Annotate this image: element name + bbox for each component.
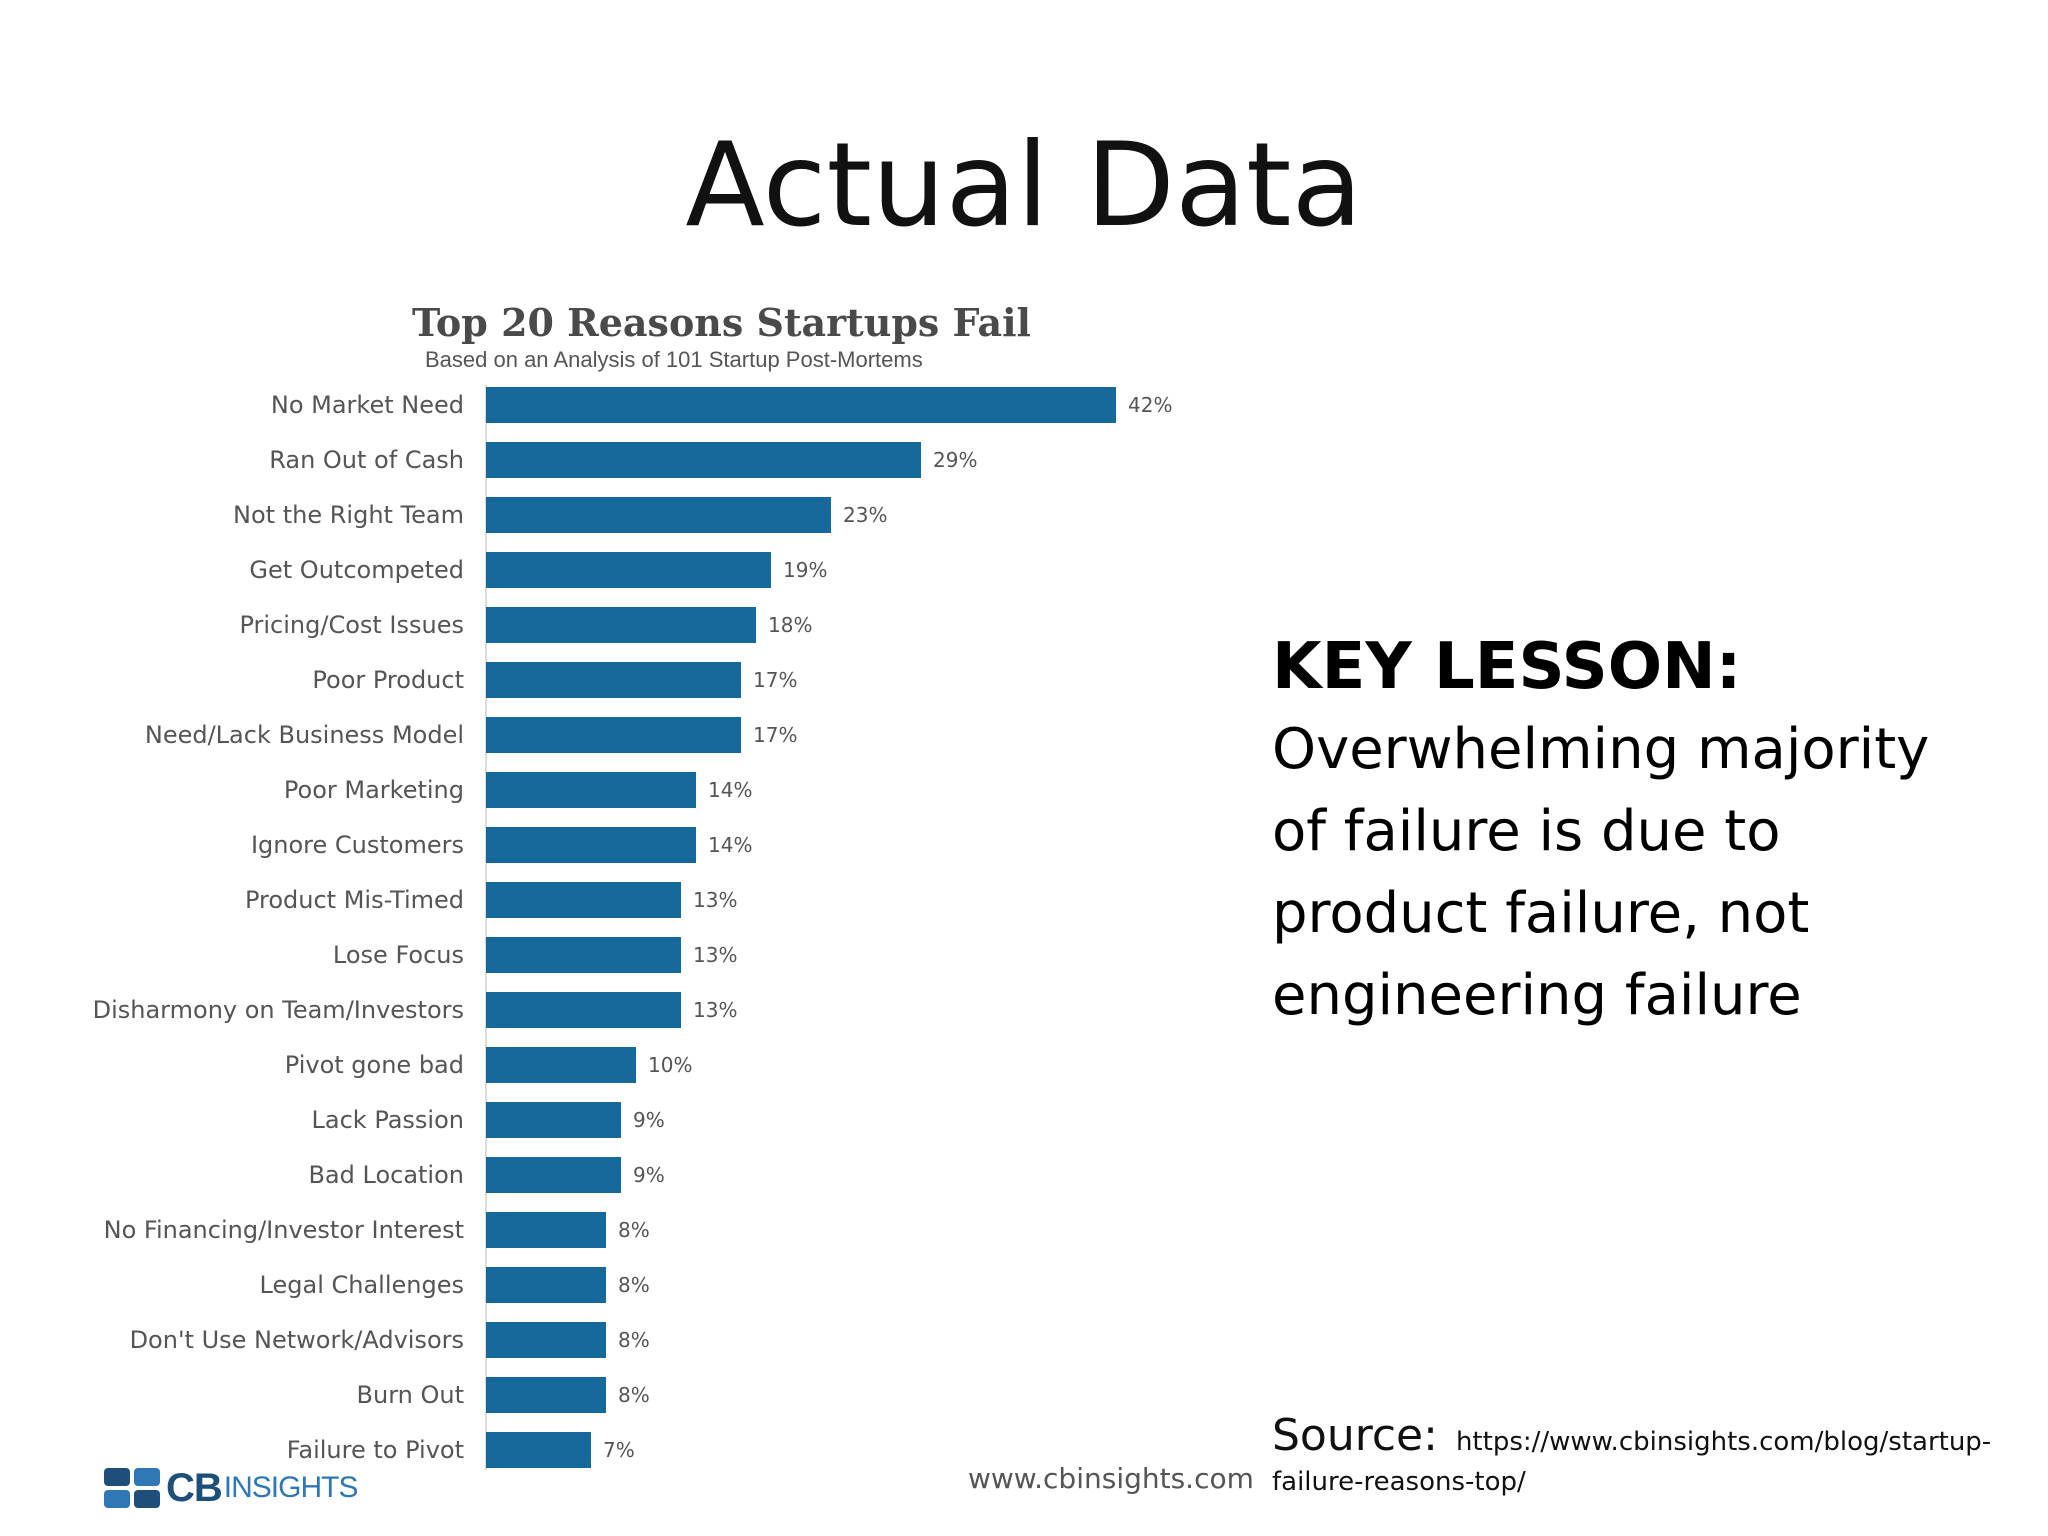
value-label: 13%: [693, 943, 737, 967]
slide-title: Actual Data: [685, 118, 1363, 253]
bar: [486, 772, 696, 808]
category-label: Disharmony on Team/Investors: [93, 996, 464, 1024]
value-label: 17%: [753, 668, 797, 692]
bar: [486, 992, 681, 1028]
key-lesson-body: Overwhelming majority of failure is due …: [1272, 717, 1930, 1028]
category-label: Need/Lack Business Model: [145, 721, 464, 749]
value-label: 19%: [783, 558, 827, 582]
cb-insights-logo: CB INSIGHTS: [104, 1464, 359, 1512]
bar: [486, 1212, 606, 1248]
value-label: 8%: [618, 1328, 650, 1352]
bar: [486, 937, 681, 973]
category-label: Product Mis-Timed: [245, 886, 464, 914]
value-label: 7%: [603, 1438, 635, 1462]
source-label: Source:: [1272, 1410, 1438, 1461]
website-url: www.cbinsights.com: [968, 1462, 1254, 1495]
category-label: Get Outcompeted: [249, 556, 464, 584]
bar: [486, 607, 756, 643]
category-label: Failure to Pivot: [287, 1436, 464, 1464]
bar: [486, 1047, 636, 1083]
chart-title: Top 20 Reasons Startups Fail: [412, 300, 1031, 345]
source-citation: Source: https://www.cbinsights.com/blog/s…: [1272, 1410, 2012, 1502]
value-label: 14%: [708, 833, 752, 857]
value-label: 18%: [768, 613, 812, 637]
logo-cb-text: CB: [166, 1465, 223, 1510]
value-label: 8%: [618, 1218, 650, 1242]
category-label: Lose Focus: [333, 941, 464, 969]
bar: [486, 497, 831, 533]
bar: [486, 1377, 606, 1413]
bar: [486, 387, 1116, 423]
chart-subtitle: Based on an Analysis of 101 Startup Post…: [425, 347, 923, 372]
value-label: 9%: [633, 1163, 665, 1187]
source-url: https://www.cbinsights.com/blog/startup-…: [1272, 1427, 1992, 1497]
bar: [486, 1432, 591, 1468]
category-label: No Financing/Investor Interest: [104, 1216, 464, 1244]
bar: [486, 882, 681, 918]
bar: [486, 552, 771, 588]
value-label: 9%: [633, 1108, 665, 1132]
bar: [486, 717, 741, 753]
category-label: Don't Use Network/Advisors: [130, 1326, 464, 1354]
category-label: Not the Right Team: [233, 501, 464, 529]
category-label: Poor Marketing: [284, 776, 464, 804]
category-label: Pricing/Cost Issues: [239, 611, 464, 639]
category-label: Legal Challenges: [260, 1271, 464, 1299]
cb-insights-logo-icon: [104, 1468, 160, 1508]
bar: [486, 827, 696, 863]
value-label: 8%: [618, 1383, 650, 1407]
value-label: 13%: [693, 998, 737, 1022]
category-label: Bad Location: [308, 1161, 464, 1189]
value-label: 14%: [708, 778, 752, 802]
bar: [486, 662, 741, 698]
value-label: 10%: [648, 1053, 692, 1077]
value-label: 8%: [618, 1273, 650, 1297]
category-label: Ignore Customers: [251, 831, 464, 859]
category-label: Burn Out: [357, 1381, 464, 1409]
value-label: 23%: [843, 503, 887, 527]
bar: [486, 1102, 621, 1138]
category-label: No Market Need: [271, 391, 464, 419]
category-label: Pivot gone bad: [285, 1051, 464, 1079]
key-lesson: KEY LESSON: Overwhelming majority of fai…: [1272, 625, 1992, 1037]
bars-group: No Market Need 42% Ran Out of Cash 29% Not t…: [93, 387, 1172, 1468]
value-label: 29%: [933, 448, 977, 472]
value-label: 42%: [1128, 393, 1172, 417]
bar: [486, 1157, 621, 1193]
category-label: Lack Passion: [312, 1106, 464, 1134]
category-label: Ran Out of Cash: [269, 446, 464, 474]
category-label: Poor Product: [312, 666, 464, 694]
bar-chart: No Market Need 42% Ran Out of Cash 29% Not t…: [93, 385, 1172, 1470]
logo-insights-text: INSIGHTS: [223, 1471, 359, 1504]
key-lesson-heading: KEY LESSON:: [1272, 630, 1742, 704]
value-label: 17%: [753, 723, 797, 747]
value-label: 13%: [693, 888, 737, 912]
bar: [486, 442, 921, 478]
bar: [486, 1322, 606, 1358]
bar: [486, 1267, 606, 1303]
